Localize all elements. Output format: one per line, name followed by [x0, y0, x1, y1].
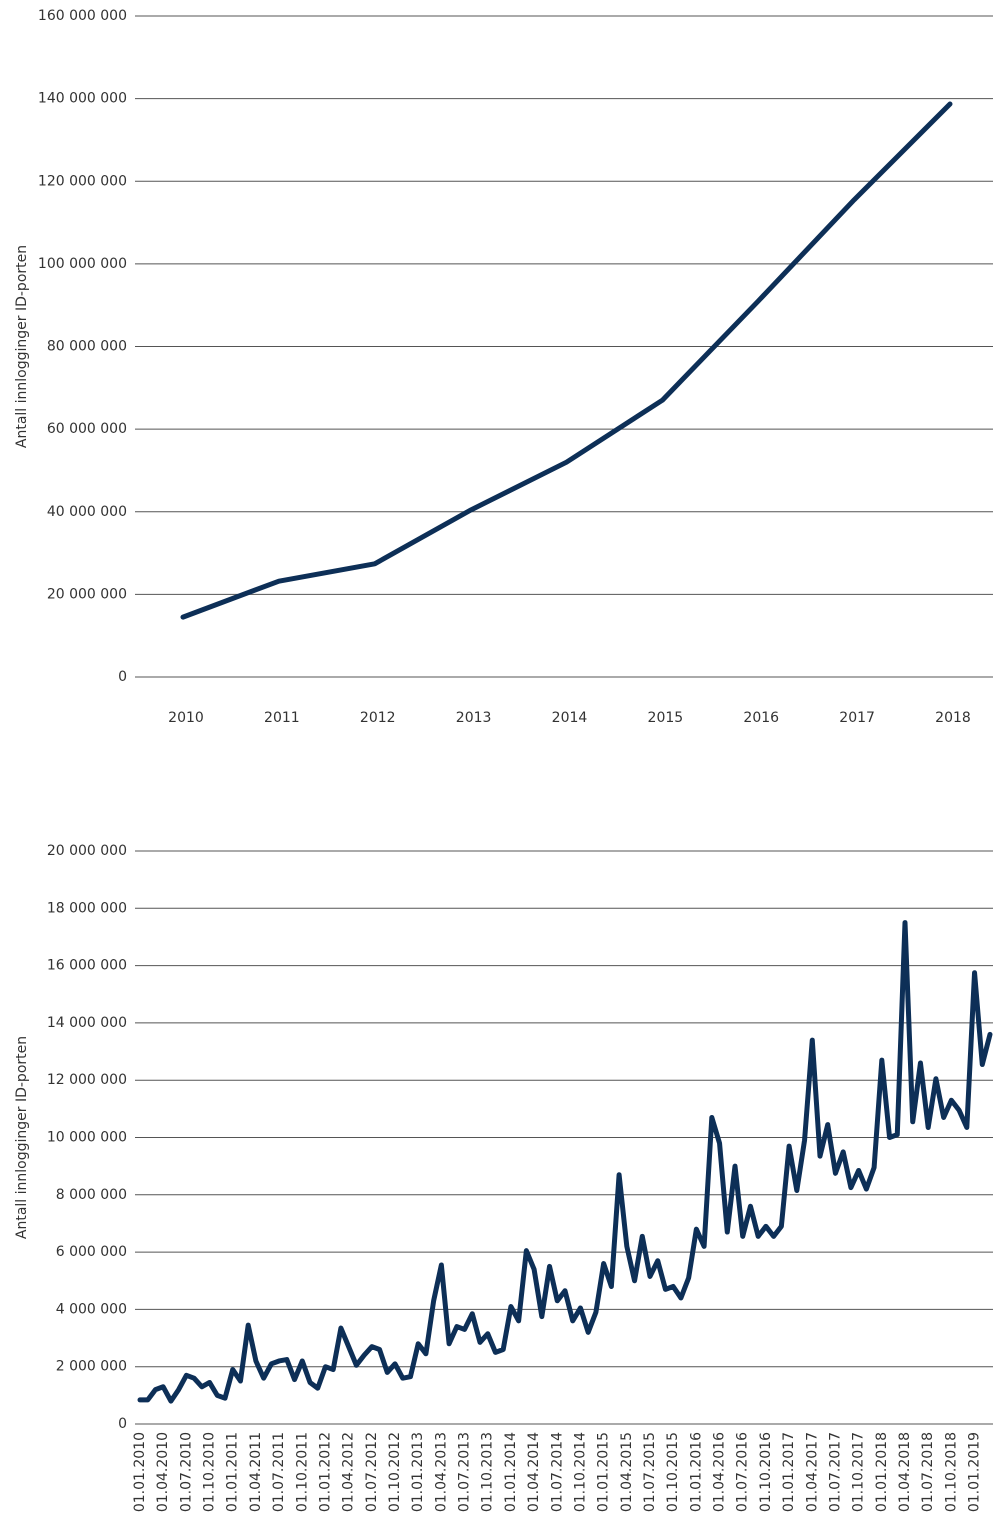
y-tick-label: 160 000 000 [38, 8, 127, 24]
x-tick-label: 01.01.2010 [132, 1432, 148, 1512]
x-tick-label: 01.01.2015 [596, 1432, 612, 1512]
x-tick-label: 2017 [839, 710, 875, 726]
x-tick-label: 01.04.2018 [897, 1432, 913, 1512]
x-tick-label: 01.07.2014 [549, 1432, 565, 1512]
x-tick-label: 01.10.2014 [572, 1432, 588, 1512]
y-axis-title: Antall innlogginger ID-porten [14, 1036, 30, 1239]
data-line [137, 920, 993, 1404]
y-tick-label: 18 000 000 [47, 900, 127, 916]
x-tick-label: 01.04.2011 [248, 1432, 264, 1512]
x-tick-label: 2015 [648, 710, 684, 726]
y-tick-label: 10 000 000 [47, 1130, 127, 1146]
x-tick-label: 2011 [264, 710, 300, 726]
x-tick-label: 01.04.2014 [526, 1432, 542, 1512]
y-axis-title: Antall innlogginger ID-porten [14, 245, 30, 448]
x-tick-label: 2013 [456, 710, 492, 726]
x-tick-label: 01.10.2015 [665, 1432, 681, 1512]
x-tick-label: 01.07.2018 [920, 1432, 936, 1512]
x-tick-label: 01.01.2017 [781, 1432, 797, 1512]
y-tick-label: 4 000 000 [56, 1301, 127, 1317]
y-tick-label: 80 000 000 [47, 339, 127, 355]
x-tick-label: 2016 [743, 710, 779, 726]
x-tick-label: 01.10.2018 [943, 1432, 959, 1512]
x-tick-label: 01.10.2010 [202, 1432, 218, 1512]
y-tick-label: 40 000 000 [47, 504, 127, 520]
y-tick-label: 2 000 000 [56, 1359, 127, 1375]
y-tick-label: 100 000 000 [38, 256, 127, 272]
x-tick-label: 2010 [168, 710, 204, 726]
x-tick-label: 01.07.2010 [178, 1432, 194, 1512]
x-tick-label: 01.07.2011 [271, 1432, 287, 1512]
x-tick-label: 01.04.2010 [155, 1432, 171, 1512]
x-tick-label: 01.01.2016 [688, 1432, 704, 1512]
y-tick-label: 8 000 000 [56, 1187, 127, 1203]
x-tick-label: 01.10.2013 [480, 1432, 496, 1512]
x-tick-label: 01.04.2013 [433, 1432, 449, 1512]
x-tick-label: 2012 [360, 710, 396, 726]
x-tick-label: 01.01.2019 [967, 1432, 983, 1512]
x-tick-label: 01.01.2013 [410, 1432, 426, 1512]
y-tick-label: 20 000 000 [47, 843, 127, 859]
x-tick-label: 01.10.2011 [294, 1432, 310, 1512]
x-tick-label: 01.07.2017 [827, 1432, 843, 1512]
x-tick-label: 01.07.2016 [735, 1432, 751, 1512]
y-tick-label: 0 [118, 1416, 127, 1432]
x-tick-label: 01.04.2017 [804, 1432, 820, 1512]
x-tick-label: 01.10.2012 [387, 1432, 403, 1512]
y-tick-label: 12 000 000 [47, 1072, 127, 1088]
x-tick-label: 2014 [552, 710, 588, 726]
x-tick-label: 01.01.2012 [317, 1432, 333, 1512]
x-tick-label: 01.04.2016 [712, 1432, 728, 1512]
y-tick-label: 0 [118, 669, 127, 685]
x-tick-label: 01.04.2015 [619, 1432, 635, 1512]
x-tick-label: 01.07.2013 [457, 1432, 473, 1512]
x-tick-label: 01.01.2011 [225, 1432, 241, 1512]
y-tick-label: 120 000 000 [38, 173, 127, 189]
x-tick-label: 01.01.2018 [874, 1432, 890, 1512]
x-tick-label: 01.07.2012 [364, 1432, 380, 1512]
x-tick-label: 01.04.2012 [341, 1432, 357, 1512]
x-tick-label: 01.10.2016 [758, 1432, 774, 1512]
y-tick-label: 20 000 000 [47, 586, 127, 602]
x-tick-label: 01.10.2017 [851, 1432, 867, 1512]
x-tick-label: 2018 [935, 710, 971, 726]
y-tick-label: 140 000 000 [38, 91, 127, 107]
data-line [180, 101, 953, 620]
x-tick-label: 01.01.2014 [503, 1432, 519, 1512]
y-tick-label: 14 000 000 [47, 1015, 127, 1031]
y-tick-label: 16 000 000 [47, 958, 127, 974]
x-tick-label: 01.07.2015 [642, 1432, 658, 1512]
y-tick-label: 6 000 000 [56, 1244, 127, 1260]
y-tick-label: 60 000 000 [47, 421, 127, 437]
